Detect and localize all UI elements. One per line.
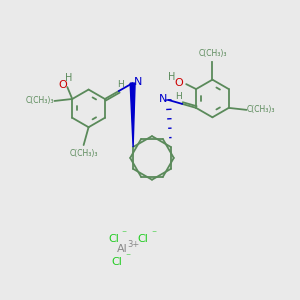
Text: ⁻: ⁻ xyxy=(126,252,131,262)
Text: H: H xyxy=(117,80,124,88)
Text: C(CH₃)₃: C(CH₃)₃ xyxy=(69,149,98,158)
Text: H: H xyxy=(64,73,72,83)
Text: Cl: Cl xyxy=(108,234,119,244)
Polygon shape xyxy=(130,83,135,147)
Text: H: H xyxy=(168,72,175,82)
Text: O: O xyxy=(58,80,67,90)
Text: N: N xyxy=(134,77,142,87)
Text: C(CH₃)₃: C(CH₃)₃ xyxy=(198,50,227,58)
Text: Cl: Cl xyxy=(112,257,123,267)
Text: N: N xyxy=(159,94,168,104)
Text: Cl: Cl xyxy=(138,234,148,244)
Text: H: H xyxy=(175,92,182,101)
Text: C(CH₃)₃: C(CH₃)₃ xyxy=(25,97,54,106)
Text: C(CH₃)₃: C(CH₃)₃ xyxy=(246,105,275,114)
Text: Al: Al xyxy=(117,244,128,254)
Text: 3+: 3+ xyxy=(127,240,139,249)
Text: ⁻: ⁻ xyxy=(152,229,157,239)
Text: O: O xyxy=(174,78,183,88)
Text: ⁻: ⁻ xyxy=(122,229,127,239)
